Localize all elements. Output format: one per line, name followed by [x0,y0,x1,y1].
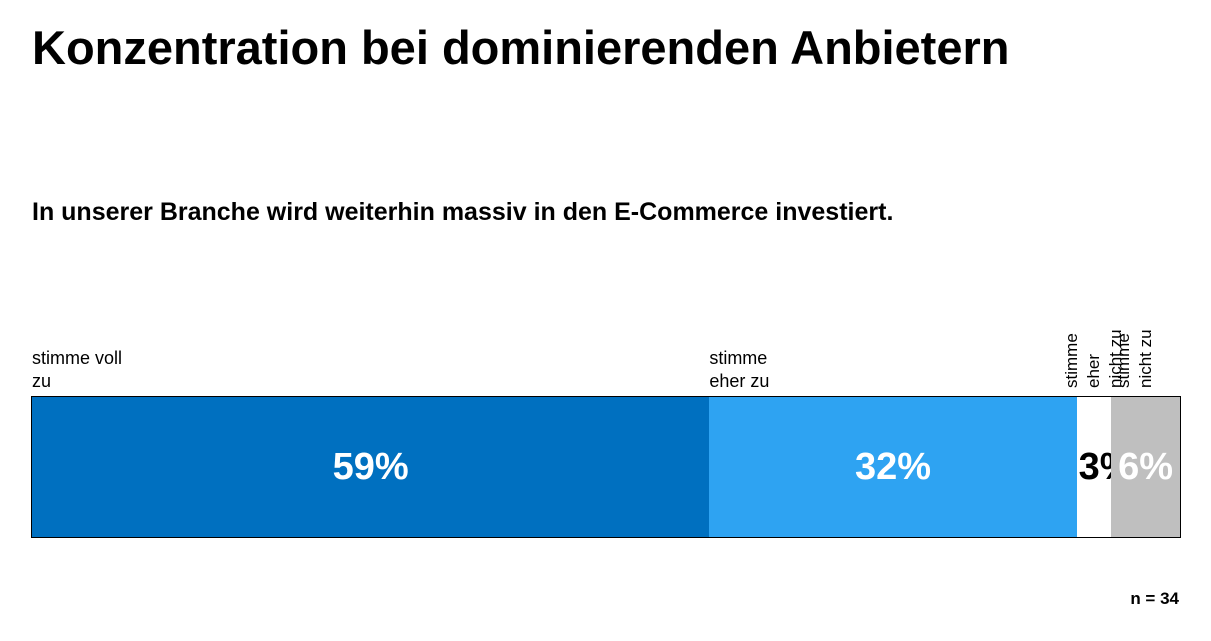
chart-subtitle: In unserer Branche wird weiterhin massiv… [32,198,894,226]
bar-frame [31,396,1181,538]
sample-size-note: n = 34 [1130,589,1179,608]
chart-title: Konzentration bei dominierenden Anbieter… [32,21,1010,74]
bar-segment-eher-zu: 32% [709,397,1077,537]
bar-segment-nicht-zu: 6% [1111,397,1180,537]
data-label-voll-zu: 59% [332,446,409,488]
category-label-nicht-zu: stimme nicht zu [1113,329,1155,388]
data-label-eher-zu: 32% [854,446,932,488]
category-label-voll-zu: stimme voll zu [32,348,123,391]
data-label-nicht-zu: 6% [1118,446,1173,488]
bar-segment-voll-zu: 59% [32,397,710,537]
category-label-eher-zu: stimme eher zu [709,348,770,391]
